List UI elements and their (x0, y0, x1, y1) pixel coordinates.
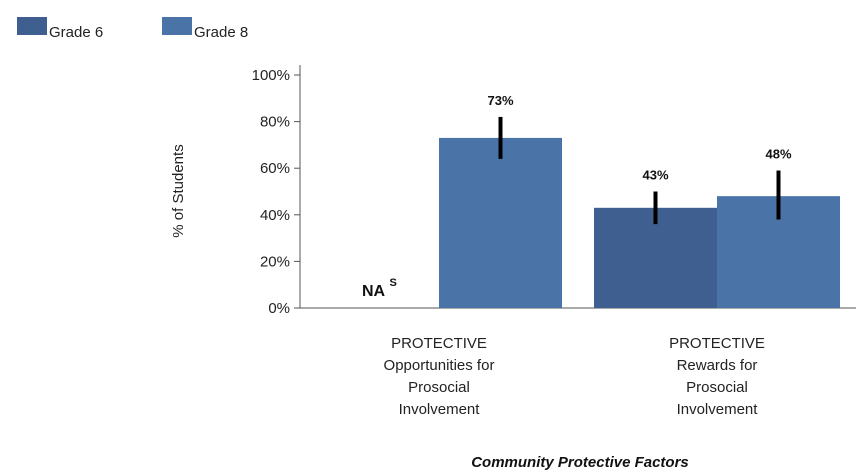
data-label-grade-8-cat-1: 48% (765, 147, 791, 162)
category-labels: PROTECTIVE Opportunities for Prosocial Invo… (384, 335, 765, 418)
data-label-grade-6-cat-1: 43% (642, 168, 668, 183)
y-tick-label-40: 40% (260, 207, 290, 224)
y-tick-label-0: 0% (268, 300, 290, 317)
y-axis-label: % of Students (170, 144, 187, 237)
legend-swatch-grade-6 (17, 17, 47, 35)
category-label-0-line-2: Prosocial (408, 379, 470, 396)
legend-label-grade-8: Grade 8 (194, 24, 248, 41)
legend-label-grade-6: Grade 6 (49, 24, 103, 41)
bars (439, 137, 840, 308)
y-tick-label-20: 20% (260, 253, 290, 270)
category-label-0: PROTECTIVE Opportunities for Prosocial Invo… (384, 335, 495, 418)
category-label-1-line-2: Prosocial (686, 379, 748, 396)
legend: Grade 6 Grade 8 (17, 17, 248, 41)
data-labels: NA S 73% 43% 48% (362, 93, 792, 300)
category-label-0-line-1: Opportunities for (384, 357, 495, 374)
y-ticks: 0% 20% 40% 60% 80% 100% (252, 67, 300, 317)
y-tick-label-60: 60% (260, 160, 290, 177)
category-label-1: PROTECTIVE Rewards for Prosocial Involvemen… (669, 335, 765, 418)
data-label-grade-8-cat-0: 73% (487, 93, 513, 108)
y-tick-label-100: 100% (252, 67, 290, 84)
na-superscript-grade-6-cat-0: S (390, 277, 397, 289)
error-bars (498, 116, 781, 225)
category-label-1-line-3: Involvement (677, 401, 759, 418)
legend-swatch-grade-8 (162, 17, 192, 35)
bar-grade-8-cat-0 (439, 137, 562, 308)
y-tick-label-80: 80% (260, 114, 290, 131)
category-label-0-line-0: PROTECTIVE (391, 335, 487, 352)
category-label-1-line-1: Rewards for (677, 357, 758, 374)
category-label-1-line-0: PROTECTIVE (669, 335, 765, 352)
na-label-grade-6-cat-0: NA (362, 283, 386, 300)
bar-grade-6-cat-1 (594, 207, 717, 308)
x-axis-label: Community Protective Factors (471, 454, 689, 471)
category-label-0-line-3: Involvement (399, 401, 481, 418)
